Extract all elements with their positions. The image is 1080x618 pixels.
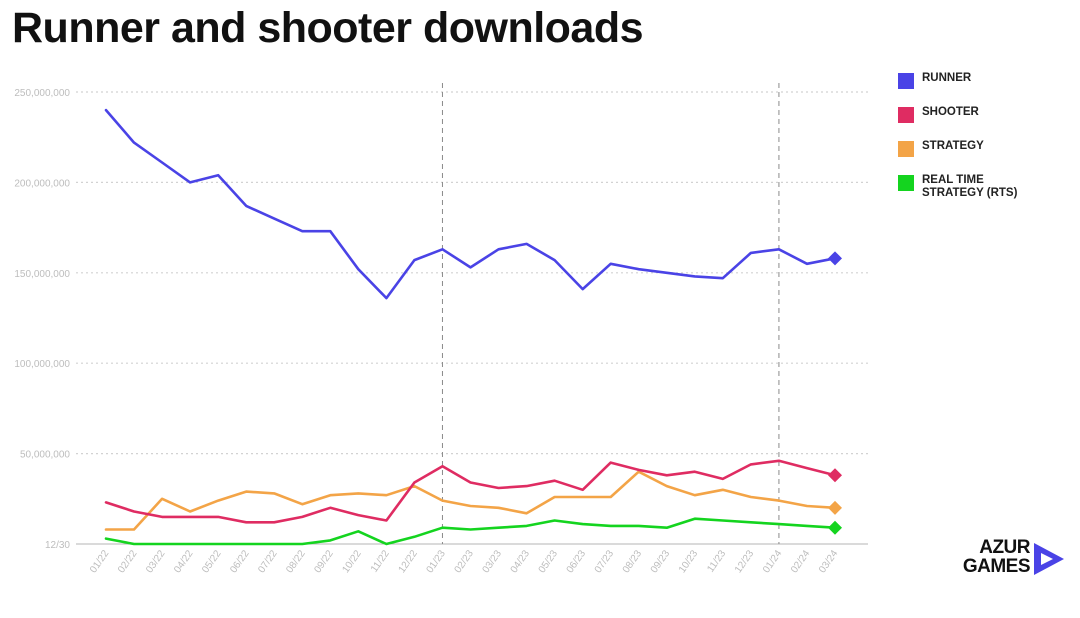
x-tick-label: 12/23 xyxy=(733,548,757,575)
x-tick-label: 03/24 xyxy=(817,548,841,575)
y-axis-ticks: 12/30 50,000,000 100,000,000 150,000,000 200… xyxy=(14,88,70,551)
x-tick-label: 04/22 xyxy=(172,548,196,575)
legend-item-rts[interactable]: REAL TIME STRATEGY (RTS) xyxy=(898,174,1058,208)
legend-swatch-strategy xyxy=(898,141,914,157)
x-tick-label: 02/23 xyxy=(453,548,477,575)
x-tick-label: 02/22 xyxy=(116,548,140,575)
x-tick-label: 04/23 xyxy=(509,548,533,575)
x-tick-label: 07/23 xyxy=(593,548,617,575)
x-tick-label: 03/22 xyxy=(144,548,168,575)
legend-swatch-runner xyxy=(898,73,914,89)
legend-label-rts: REAL TIME STRATEGY (RTS) xyxy=(922,174,1018,199)
x-axis-ticks: 01/22 02/22 03/22 04/22 05/22 06/22 07/22 08/22… xyxy=(88,548,841,575)
x-tick-label: 06/23 xyxy=(565,548,589,575)
legend-label-runner: RUNNER xyxy=(922,72,972,84)
series-end-marker xyxy=(828,520,842,535)
x-tick-label: 09/22 xyxy=(312,548,336,575)
x-tick-label: 01/24 xyxy=(761,548,785,575)
legend-swatch-shooter xyxy=(898,107,914,123)
legend-item-shooter[interactable]: SHOOTER xyxy=(898,106,1058,140)
series-line xyxy=(104,517,837,546)
legend: RUNNER SHOOTER STRATEGY REAL TIME STRATE… xyxy=(898,72,1058,208)
y-tick-label: 200,000,000 xyxy=(14,178,70,189)
x-tick-label: 10/22 xyxy=(340,548,364,575)
x-tick-label: 11/22 xyxy=(369,548,392,575)
legend-label-shooter: SHOOTER xyxy=(922,106,979,118)
logo-text-line2: GAMES xyxy=(962,556,1031,577)
series-lines xyxy=(104,108,842,546)
azur-games-logo: AZUR GAMES xyxy=(948,538,1068,582)
legend-item-runner[interactable]: RUNNER xyxy=(898,72,1058,106)
series-line xyxy=(104,108,837,300)
legend-swatch-rts xyxy=(898,175,914,191)
play-arrow-icon xyxy=(1034,543,1064,575)
x-tick-label: 08/22 xyxy=(284,548,308,575)
x-tick-label: 05/22 xyxy=(200,548,224,575)
x-tick-label: 03/23 xyxy=(481,548,505,575)
series-line xyxy=(104,459,837,524)
y-tick-label: 50,000,000 xyxy=(20,450,70,461)
x-tick-label: 09/23 xyxy=(649,548,673,575)
x-tick-label: 11/23 xyxy=(705,548,728,575)
x-tick-label: 10/23 xyxy=(677,548,701,575)
x-tick-label: 07/22 xyxy=(256,548,280,575)
series-line xyxy=(104,470,837,531)
x-tick-label: 05/23 xyxy=(537,548,561,575)
year-dividers xyxy=(441,83,780,544)
y-tick-label: 12/30 xyxy=(45,540,70,551)
chart-title: Runner and shooter downloads xyxy=(12,4,644,52)
series-end-marker xyxy=(828,468,842,483)
logo-text-line1: AZUR xyxy=(979,537,1030,558)
y-tick-label: 250,000,000 xyxy=(14,88,70,99)
x-tick-label: 01/22 xyxy=(88,548,112,575)
y-tick-label: 150,000,000 xyxy=(14,269,70,280)
x-tick-label: 06/22 xyxy=(228,548,252,575)
x-tick-label: 08/23 xyxy=(621,548,645,575)
x-tick-label: 01/23 xyxy=(425,548,449,575)
legend-label-strategy: STRATEGY xyxy=(922,140,984,152)
x-tick-label: 02/24 xyxy=(789,548,813,575)
series-end-marker xyxy=(828,500,842,515)
grid-lines xyxy=(76,91,868,545)
logo-text: AZUR GAMES xyxy=(948,537,1031,577)
y-tick-label: 100,000,000 xyxy=(14,359,70,370)
x-tick-label: 12/22 xyxy=(397,548,421,575)
series-end-marker xyxy=(828,251,842,266)
legend-item-strategy[interactable]: STRATEGY xyxy=(898,140,1058,174)
